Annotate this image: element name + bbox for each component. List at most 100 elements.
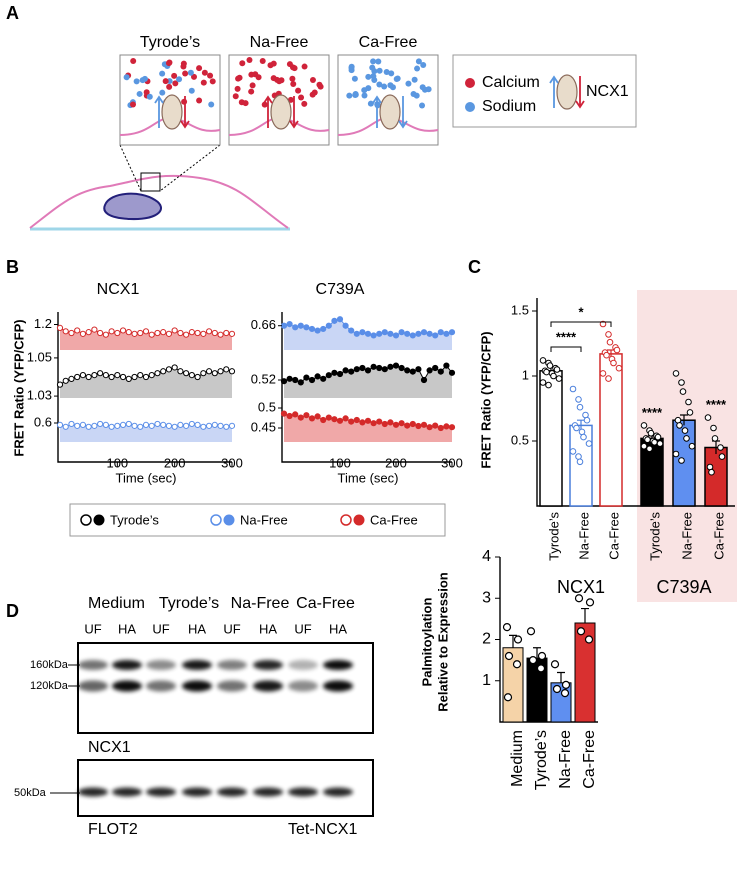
x-axis-label: Time (sec) — [338, 470, 399, 485]
trace-point — [409, 332, 416, 339]
trace-point — [62, 377, 69, 384]
trace-point — [194, 329, 201, 337]
x-tick-label: Na-Free — [576, 512, 591, 560]
data-point — [528, 656, 538, 665]
legend-box — [452, 54, 637, 128]
blot-band — [112, 660, 142, 670]
blot-band — [323, 787, 353, 797]
x-tick-label: 100 — [106, 455, 128, 470]
trace-point — [353, 330, 360, 337]
trace-point — [85, 373, 92, 381]
trace-point — [74, 327, 81, 334]
trace-point — [342, 322, 349, 329]
error-bar — [680, 414, 688, 426]
trace-point — [331, 416, 338, 423]
y-tick-label: 0.45 — [251, 419, 276, 434]
trace-point — [404, 330, 411, 337]
data-point — [678, 379, 685, 386]
ion — [276, 78, 283, 85]
ion — [383, 69, 390, 76]
data-point — [676, 422, 683, 429]
trace-point — [432, 332, 439, 339]
data-point — [539, 357, 547, 364]
trace-point — [331, 369, 338, 376]
ion — [191, 73, 198, 80]
trace-point — [177, 421, 184, 428]
arrow — [154, 95, 164, 128]
trace-point — [183, 370, 190, 377]
axis — [281, 312, 452, 463]
trace-point — [381, 366, 388, 373]
trace-point — [392, 362, 400, 369]
panel-letter: C — [468, 257, 481, 277]
ion — [146, 93, 153, 100]
ion — [394, 75, 401, 82]
trace-point — [331, 317, 338, 324]
trace-point — [286, 375, 293, 382]
condition-label: Tyrode’s — [140, 34, 200, 51]
ion — [289, 75, 296, 82]
error-bar — [557, 671, 565, 683]
trace-point — [437, 368, 444, 375]
x-tick-label: Tyrode’s — [533, 730, 550, 790]
data-point — [584, 635, 594, 644]
data-point — [576, 627, 586, 636]
trace-point — [148, 331, 155, 338]
y-tick-label: 0.52 — [251, 371, 276, 386]
legend-filled — [353, 514, 365, 526]
legend-open — [80, 514, 92, 526]
trace-point — [381, 329, 388, 336]
trace-point — [137, 371, 144, 379]
trace-point — [160, 368, 167, 375]
trace-point — [97, 370, 104, 377]
ion — [420, 62, 427, 69]
blot-band — [112, 787, 142, 797]
data-point — [553, 366, 561, 373]
trace-point — [148, 371, 155, 379]
data-point — [610, 359, 617, 367]
x-tick-label: Tyrode’s — [546, 512, 561, 561]
trace-point — [320, 325, 327, 333]
data-point — [502, 623, 512, 632]
trace-point — [108, 423, 115, 430]
legend-box — [69, 503, 446, 537]
data-point — [569, 448, 577, 455]
data-point — [683, 435, 690, 442]
arrow — [398, 96, 408, 129]
trace-point — [376, 364, 383, 372]
condition-label: Na-Free — [231, 595, 290, 612]
blot-band — [182, 787, 212, 797]
trace-point — [142, 328, 150, 335]
legend-filled — [93, 514, 105, 526]
trace-point — [91, 371, 98, 379]
trace-point — [420, 421, 428, 428]
ion — [196, 97, 203, 104]
trace-point — [415, 366, 422, 373]
legend-label: Sodium — [482, 98, 536, 115]
error-bar — [533, 647, 541, 659]
trace-point — [415, 330, 422, 337]
ion — [239, 60, 246, 67]
bar — [539, 370, 563, 507]
condition-label: Medium — [88, 595, 145, 612]
legend-label: Ca-Free — [370, 512, 418, 527]
arrow — [549, 75, 559, 108]
y-tick-label: 0.5 — [511, 432, 529, 447]
ion — [351, 75, 358, 82]
trace-point — [228, 330, 236, 337]
y-tick-label: 4 — [482, 548, 491, 565]
trace-point — [74, 422, 81, 429]
trace-point — [79, 421, 87, 428]
transporter — [556, 74, 578, 110]
ion — [425, 86, 432, 93]
ion — [159, 89, 166, 96]
data-point — [654, 433, 662, 441]
trace-point — [194, 373, 201, 381]
trace-point — [97, 420, 104, 428]
trace-point — [443, 362, 450, 369]
trace-point — [426, 330, 433, 337]
trace-point — [420, 376, 428, 384]
bar — [502, 647, 524, 723]
data-point — [585, 440, 593, 447]
